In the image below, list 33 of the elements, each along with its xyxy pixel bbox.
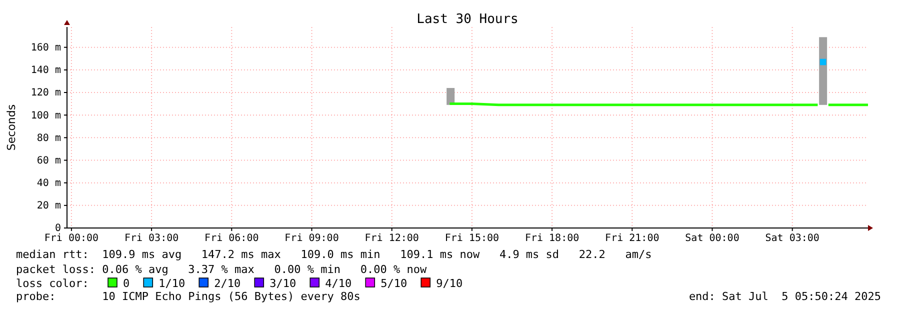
y-axis-title: Seconds bbox=[5, 104, 18, 151]
x-tick-label: Fri 15:00 bbox=[444, 233, 500, 244]
text: packet loss: 0.06 % avg 3.37 % max 0.00 % min 0.00 % now bbox=[16, 263, 427, 276]
y-tick-label: 140 m bbox=[30, 65, 61, 76]
legend-title: loss color: bbox=[16, 277, 89, 290]
legend-label: 3/10 bbox=[270, 277, 296, 290]
legend-label: 4/10 bbox=[325, 277, 352, 290]
chart-title: Last 30 Hours bbox=[416, 12, 518, 27]
y-tick-label: 120 m bbox=[30, 88, 61, 99]
text: end: Sat Jul 5 05:50:24 2025 bbox=[688, 290, 881, 303]
y-tick-label: 40 m bbox=[36, 178, 61, 190]
x-tick-label: Fri 06:00 bbox=[204, 233, 259, 244]
x-tick-label: Fri 12:00 bbox=[364, 233, 419, 244]
x-tick-label: Sat 03:00 bbox=[765, 233, 820, 244]
x-tick-label: Sat 00:00 bbox=[685, 233, 740, 244]
legend-label: 1/10 bbox=[158, 277, 186, 290]
text: median rtt: 109.9 ms avg 147.2 ms max 109.0 ms min 109.1 ms now 4.9 ms sd 22.2 am/s bbox=[16, 248, 652, 261]
legend-label: 9/10 bbox=[436, 277, 463, 290]
legend-label: 2/10 bbox=[214, 277, 241, 290]
y-tick-label: 160 m bbox=[30, 42, 61, 54]
y-tick-label: 20 m bbox=[36, 200, 61, 212]
legend-label: 0 bbox=[123, 277, 130, 290]
legend-label: 5/10 bbox=[380, 277, 408, 290]
x-tick-label: Fri 00:00 bbox=[44, 233, 99, 244]
x-tick-label: Fri 03:00 bbox=[124, 233, 179, 244]
x-tick-label: Fri 18:00 bbox=[524, 233, 580, 244]
x-tick-label: Fri 21:00 bbox=[605, 233, 660, 244]
y-tick-label: 100 m bbox=[30, 110, 61, 122]
text: probe: 10 ICMP Echo Pings (56 Bytes) every 80s bbox=[16, 290, 360, 303]
y-tick-label: 60 m bbox=[36, 155, 61, 166]
y-tick-label: 80 m bbox=[36, 132, 61, 144]
x-tick-label: Fri 09:00 bbox=[284, 233, 339, 244]
y-tick-label: 0 bbox=[54, 223, 61, 234]
